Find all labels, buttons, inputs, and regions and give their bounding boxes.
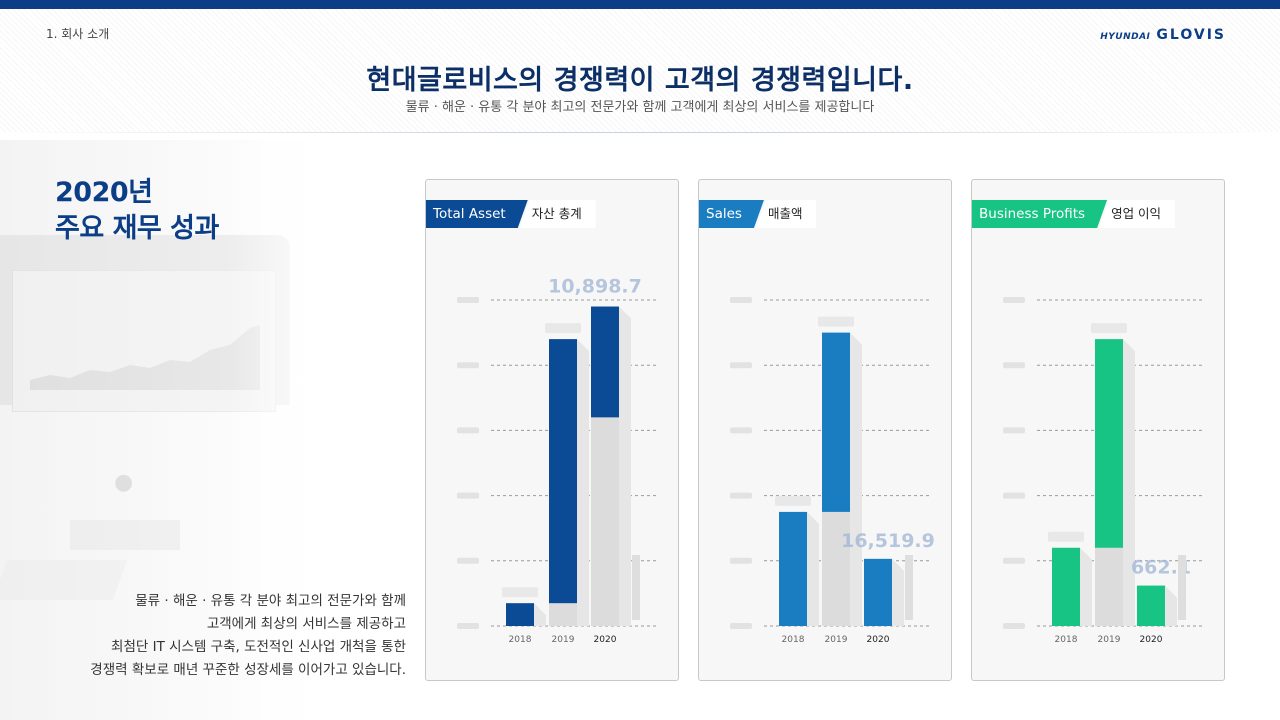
value-label-placeholder [502, 587, 538, 598]
top-bar [0, 0, 1280, 9]
panel-label: Business Profits [972, 200, 1107, 228]
tick-label-placeholder [1003, 623, 1025, 629]
bar [549, 339, 577, 626]
bar-shadow [892, 558, 904, 626]
logo-glovis: GLOVIS [1156, 27, 1226, 43]
x-tick-label: 2018 [782, 635, 805, 645]
bar-shadow [850, 332, 862, 626]
tick-label-placeholder [1003, 492, 1025, 499]
page-title: 현대글로비스의 경쟁력이 고객의 경쟁력입니다. [366, 65, 914, 96]
business-profits-panel: Business Profits 영업 이익 2018 2019 2020 662.1 [971, 179, 1225, 681]
x-tick-label: 2018 [509, 635, 532, 645]
value-label-placeholder [545, 323, 581, 334]
tick-label-placeholder [730, 557, 752, 564]
value-label: 16,519.9 [841, 530, 935, 552]
bar-overlap [1095, 547, 1123, 626]
bar-shadow [1080, 547, 1092, 626]
description-line: 고객에게 최상의 서비스를 제공하고 [206, 616, 406, 632]
tick-label-placeholder [730, 427, 752, 434]
panel-tag: Total Asset 자산 총계 [426, 200, 596, 228]
tick-label-placeholder [1003, 362, 1025, 369]
bar-shadow [534, 603, 546, 626]
section-label: 1. 회사 소개 [46, 27, 110, 41]
value-label-placeholder [818, 316, 854, 327]
bar-overlap [591, 417, 619, 626]
value-label-placeholder [1091, 323, 1127, 334]
x-tick-label: 2019 [1098, 635, 1121, 645]
tick-label-placeholder [457, 557, 479, 564]
bar-shadow [807, 511, 819, 626]
x-tick-label: 2019 [825, 635, 848, 645]
tick-label-placeholder [457, 297, 479, 303]
x-tick-label: 2018 [1055, 635, 1078, 645]
panel-tag: Business Profits 영업 이익 [972, 200, 1176, 228]
panel-label: Total Asset [426, 200, 528, 228]
headline-year: 2020년 [55, 177, 153, 208]
sales-chart: 2018 2019 2020 16,519.9 [730, 297, 935, 645]
description-line: 물류 · 해운 · 유통 각 분야 최고의 전문가와 함께 [135, 593, 406, 609]
x-tick-label: 2020 [594, 635, 617, 645]
company-logo[interactable]: HYUNDAI GLOVIS [1100, 27, 1226, 43]
bar-shadow [619, 306, 631, 626]
value-label: 662.1 [1131, 557, 1191, 579]
panel-label: Sales [699, 200, 764, 228]
header-divider [0, 132, 1280, 133]
bar [779, 511, 807, 626]
headline: 2020년 주요 재무 성과 [55, 175, 219, 247]
panel-sublabel: 자산 총계 [519, 200, 596, 228]
tick-label-placeholder [1003, 557, 1025, 564]
tick-label-placeholder [730, 623, 752, 629]
tick-label-placeholder [730, 362, 752, 369]
bar-shadow [1123, 339, 1135, 626]
business-profits-chart: 2018 2019 2020 662.1 [1003, 297, 1202, 645]
tick-label-placeholder [457, 362, 479, 369]
description-line: 최첨단 IT 시스템 구축, 도전적인 신사업 개척을 통한 [111, 639, 406, 655]
panel-tag: Sales 매출액 [699, 200, 817, 228]
tick-label-placeholder [730, 297, 752, 303]
total-asset-panel: Total Asset 자산 총계 2018 2019 2020 10,898.7 [425, 179, 679, 681]
unit-label-placeholder [1178, 555, 1186, 620]
unit-label-placeholder [905, 555, 913, 620]
bar [1052, 547, 1080, 626]
logo-hyundai: HYUNDAI [1100, 32, 1151, 42]
page-subtitle: 물류 · 해운 · 유통 각 분야 최고의 전문가와 함께 고객에게 최상의 서… [405, 100, 875, 115]
panel-sublabel: 매출액 [755, 200, 817, 228]
unit-label-placeholder [632, 555, 640, 620]
panel-sublabel: 영업 이익 [1099, 200, 1176, 228]
value-label-placeholder [1048, 531, 1084, 542]
x-tick-label: 2020 [1140, 635, 1163, 645]
bar [506, 603, 534, 626]
bar [1137, 585, 1165, 626]
description-line: 경쟁력 확보로 매년 꾸준한 성장세를 이어가고 있습니다. [90, 662, 406, 678]
bar-shadow [1165, 585, 1177, 626]
tick-label-placeholder [457, 492, 479, 499]
bar-overlap [549, 603, 577, 626]
tick-label-placeholder [730, 492, 752, 499]
tick-label-placeholder [457, 427, 479, 434]
total-asset-chart: 2018 2019 2020 10,898.7 [457, 276, 656, 645]
headline-text: 주요 재무 성과 [55, 213, 219, 244]
image-fade [0, 140, 330, 720]
tick-label-placeholder [1003, 427, 1025, 434]
value-label-placeholder [775, 495, 811, 506]
sales-panel: Sales 매출액 2018 2019 2020 16,519.9 [698, 179, 952, 681]
bar-shadow [577, 339, 589, 626]
description: 물류 · 해운 · 유통 각 분야 최고의 전문가와 함께 고객에게 최상의 서… [40, 590, 406, 682]
bar [864, 558, 892, 626]
tick-label-placeholder [457, 623, 479, 629]
bar-overlap [822, 511, 850, 626]
value-label: 10,898.7 [548, 276, 642, 298]
x-tick-label: 2020 [867, 635, 890, 645]
tick-label-placeholder [1003, 297, 1025, 303]
x-tick-label: 2019 [552, 635, 575, 645]
